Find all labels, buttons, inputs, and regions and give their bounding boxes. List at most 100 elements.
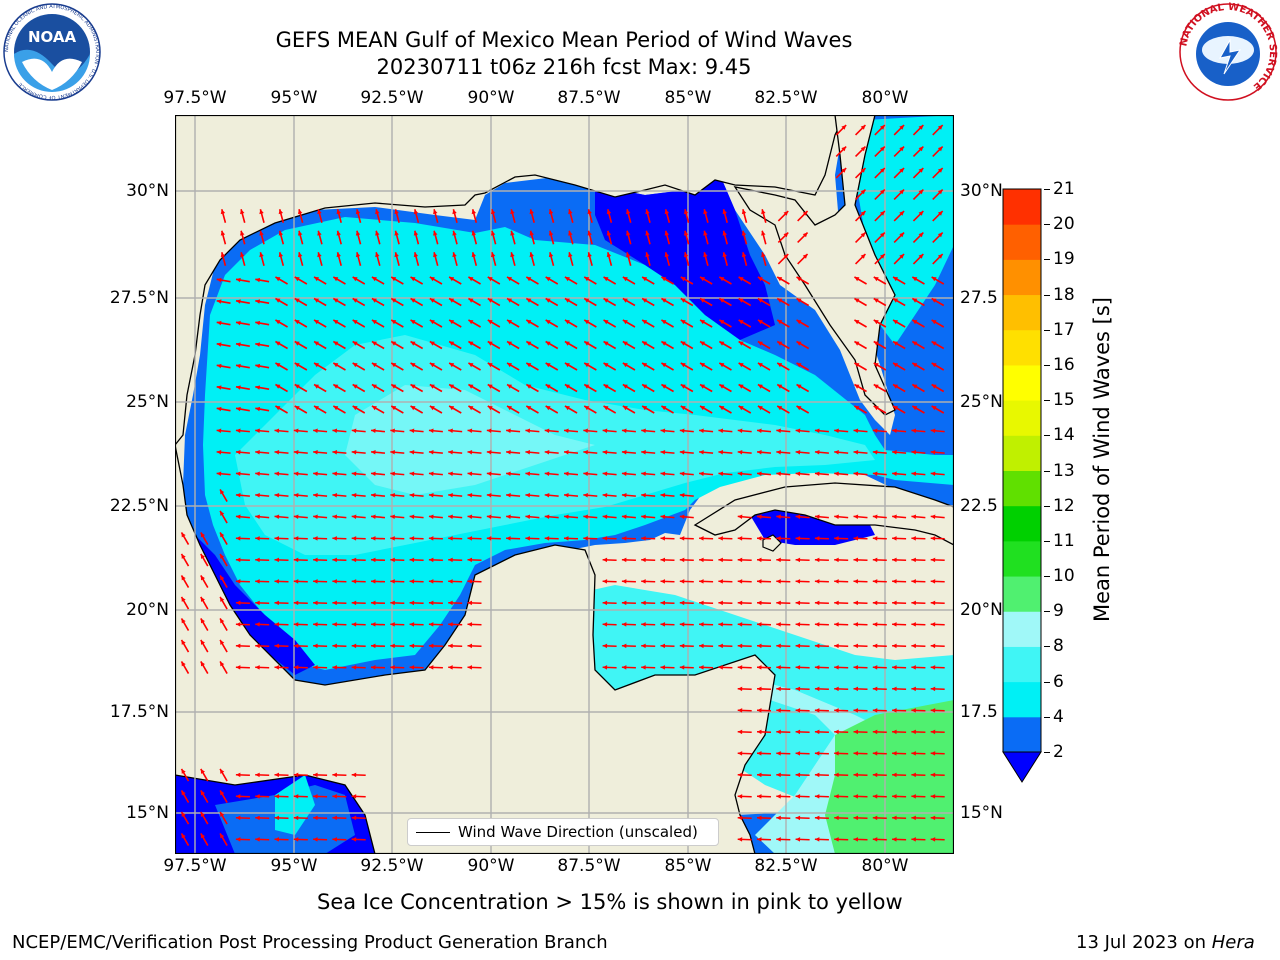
wind-wave-arrowhead (390, 450, 395, 455)
wind-wave-arrowhead (802, 232, 808, 238)
wind-wave-arrowhead (216, 406, 222, 412)
wind-wave-arrowhead (351, 471, 357, 477)
wind-wave-arrowhead (660, 665, 666, 670)
wind-wave-arrowhead (506, 514, 511, 520)
wind-wave-arrowhead (680, 298, 686, 303)
wind-wave-arrowhead (200, 790, 205, 796)
wind-wave-arrowhead (892, 557, 897, 563)
wind-wave-arrowhead (352, 363, 358, 368)
wind-wave-arrowhead (274, 622, 280, 627)
wind-wave-arrowhead (293, 428, 299, 434)
wind-wave-arrowhead (220, 790, 225, 796)
wind-wave-arrowhead (777, 406, 783, 411)
colorbar-band (1003, 470, 1041, 507)
wind-wave-arrowhead (259, 230, 264, 236)
wind-wave-arrowhead (293, 514, 299, 520)
wind-wave-arrowhead (275, 341, 281, 346)
wind-wave-arrowhead (255, 772, 260, 778)
wind-wave-arrowhead (621, 557, 627, 563)
wind-wave-arrowhead (872, 708, 878, 713)
wind-wave-arrowhead (795, 557, 801, 563)
wind-wave-arrowhead (737, 471, 743, 477)
wind-wave-arrowhead (795, 772, 801, 778)
wind-wave-arrowhead (893, 298, 899, 303)
wind-wave-arrowhead (719, 341, 725, 346)
wind-wave-arrowhead (391, 384, 397, 389)
wind-wave-arrowhead (216, 299, 222, 304)
wind-wave-arrowhead (274, 557, 280, 563)
caribbean-water-9-10s (825, 700, 954, 854)
wind-wave-arrowhead (293, 794, 299, 799)
wind-wave-arrowhead (275, 406, 281, 411)
wind-wave-arrowhead (220, 553, 225, 559)
wind-wave-arrowhead (834, 772, 839, 778)
lon-tick-bottom: 82.5°W (754, 856, 818, 876)
wind-wave-arrowhead (235, 493, 241, 498)
wind-wave-arrowhead (355, 230, 361, 236)
wind-wave-arrowhead (293, 493, 299, 498)
wind-wave-arrowhead (525, 428, 531, 434)
wind-wave-arrowhead (409, 622, 415, 627)
wind-wave-arrowhead (757, 428, 762, 434)
wind-wave-arrowhead (545, 406, 551, 411)
wind-wave-arrowhead (911, 557, 916, 563)
wind-wave-arrowhead (274, 600, 280, 606)
wind-wave-arrowhead (860, 125, 866, 130)
wind-wave-arrowhead (795, 837, 801, 842)
wind-wave-arrowhead (834, 557, 839, 563)
wind-wave-arrowhead (371, 298, 377, 303)
wind-wave-arrowhead (937, 211, 943, 216)
wind-wave-arrowhead (220, 252, 226, 258)
wind-wave-arrowhead (860, 168, 866, 173)
wind-wave-arrowhead (371, 363, 377, 368)
wind-wave-arrowhead (776, 514, 781, 520)
wind-wave-arrowhead (853, 579, 859, 584)
wind-wave-arrowhead (200, 575, 205, 581)
wind-wave-arrowhead (314, 363, 320, 368)
wind-wave-arrowhead (275, 277, 281, 282)
wind-wave-arrowhead (602, 557, 608, 563)
wind-wave-arrowhead (679, 579, 685, 584)
wind-wave-arrowhead (448, 428, 453, 434)
wind-wave-arrowhead (603, 406, 609, 411)
wind-wave-arrowhead (661, 277, 667, 282)
wind-wave-arrowhead (293, 665, 299, 670)
wind-wave-arrowhead (622, 406, 628, 411)
wind-wave-arrowhead (471, 209, 477, 215)
lon-tick-top: 82.5°W (754, 88, 818, 108)
wind-wave-arrowhead (181, 811, 186, 817)
wind-wave-arrowhead (332, 643, 337, 649)
wind-wave-arrowhead (274, 450, 280, 455)
wind-wave-arrowhead (448, 643, 453, 649)
wind-wave-arrowhead (892, 837, 897, 842)
wind-wave-arrowhead (490, 230, 496, 236)
colorbar-tick: 21 (1053, 179, 1075, 199)
wind-wave-arrowhead (918, 232, 924, 238)
wind-wave-arrowhead (795, 622, 801, 627)
wind-wave-arrowhead (351, 600, 357, 606)
land-us-texas (175, 115, 954, 447)
wind-wave-arrowhead (467, 514, 473, 520)
wind-wave-arrowhead (700, 363, 706, 368)
wind-wave-arrowhead (235, 794, 241, 799)
wind-wave-arrowhead (814, 772, 820, 778)
wind-wave-arrowhead (738, 406, 744, 411)
wind-wave-arrowhead (293, 557, 299, 563)
wind-wave-arrowhead (911, 643, 916, 649)
wind-wave-arrowhead (737, 579, 743, 584)
wind-wave-arrowhead (410, 277, 416, 282)
wind-wave-arrowhead (255, 514, 260, 520)
wind-wave-arrowhead (314, 406, 320, 411)
wind-wave-arrowhead (873, 298, 879, 303)
wind-wave-arrowhead (719, 384, 725, 389)
wind-wave-arrowhead (872, 471, 878, 477)
wind-wave-arrowhead (428, 665, 434, 670)
wind-wave-arrowhead (314, 320, 320, 325)
wind-wave-arrowhead (777, 320, 783, 325)
wind-wave-arrowhead (737, 428, 743, 434)
wind-wave-arrowhead (568, 209, 573, 215)
colorbar-band (1003, 576, 1041, 612)
wind-wave-arrowhead (275, 363, 281, 368)
wind-wave-arrowhead (854, 406, 860, 411)
wind-wave-arrowhead (814, 471, 820, 477)
